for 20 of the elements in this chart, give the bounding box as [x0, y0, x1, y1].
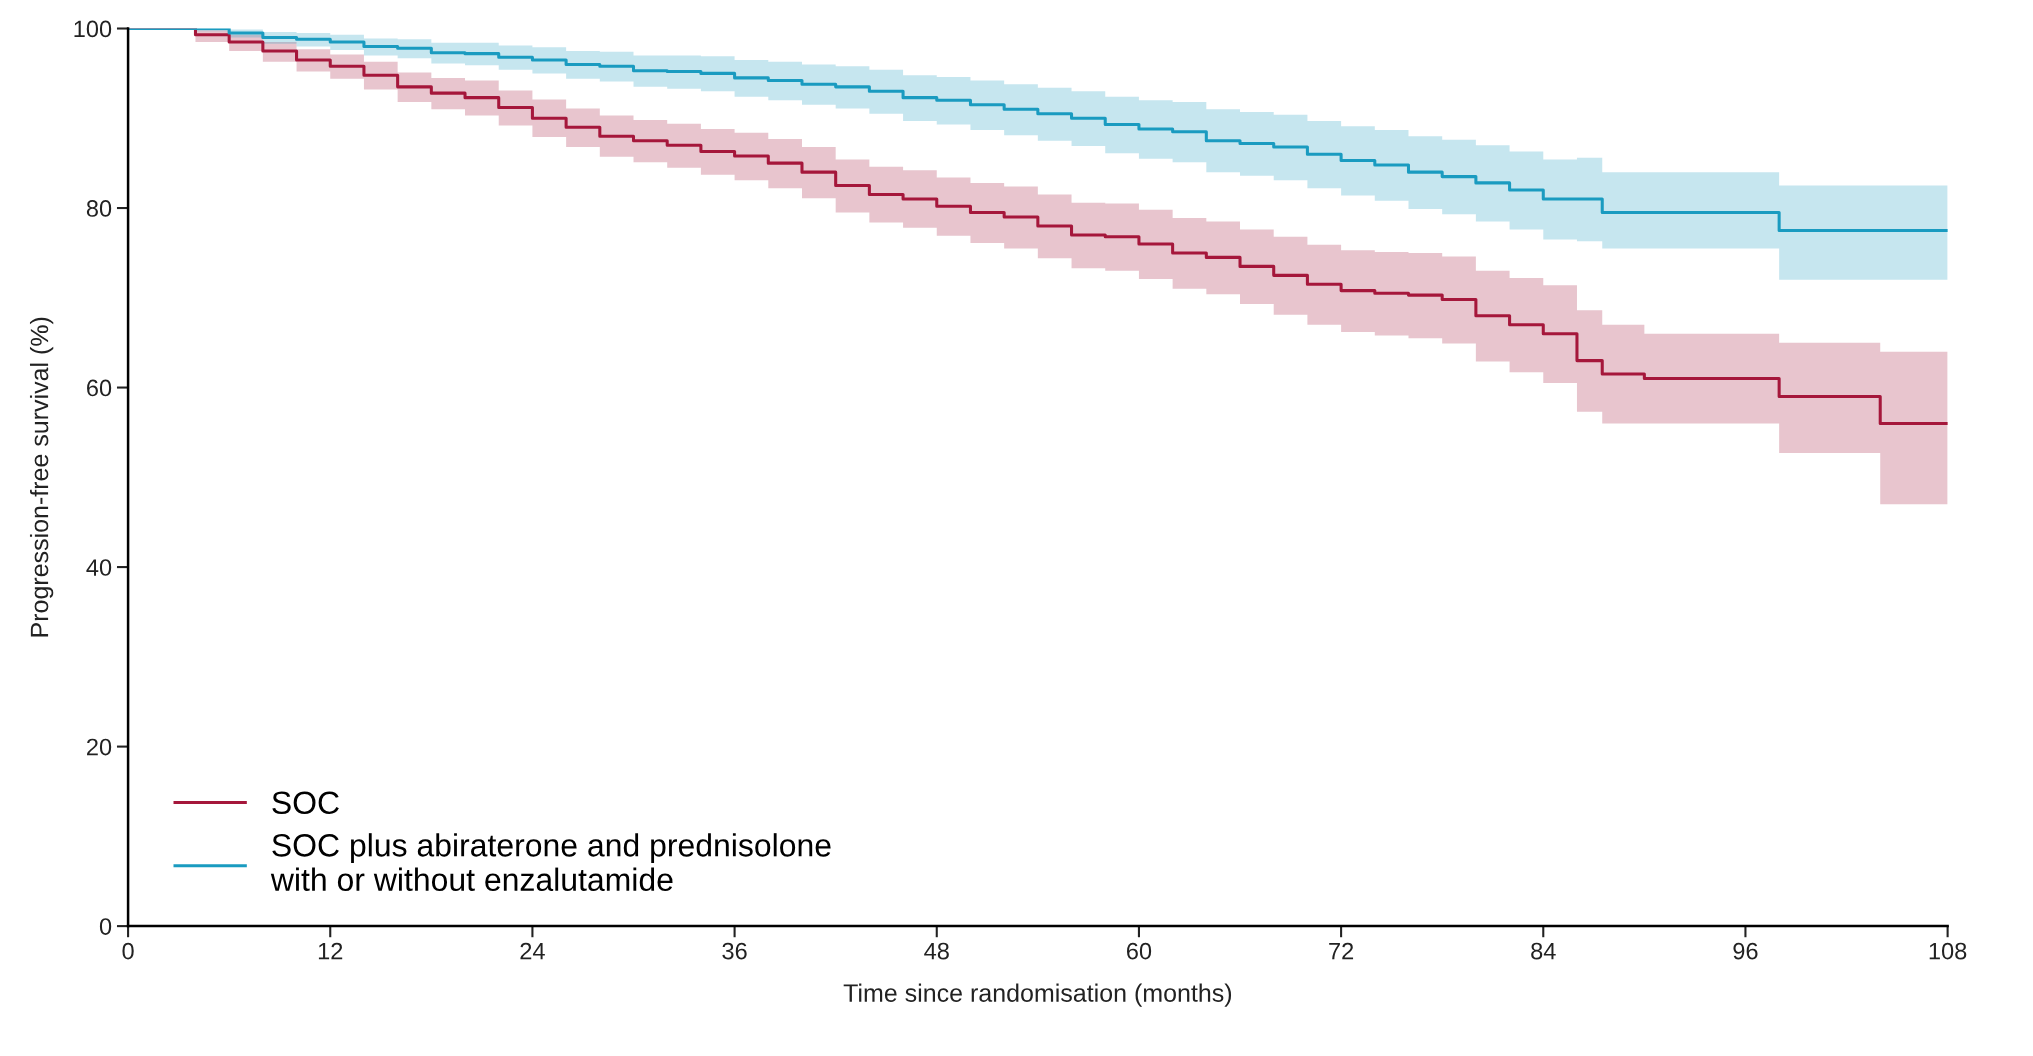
x-tick-label: 48 [924, 942, 949, 960]
x-axis-title: Time since randomisation (months) [843, 983, 1232, 1007]
x-tick-label: 0 [122, 942, 134, 960]
y-tick-label: 60 [87, 379, 112, 397]
y-tick-label: 0 [99, 918, 112, 935]
legend-label: SOC [272, 791, 339, 815]
x-tick-label: 84 [1531, 942, 1556, 960]
y-axis-title: Progression-free survival (%) [29, 317, 54, 637]
x-tick-label: 60 [1127, 942, 1152, 960]
legend-label: SOC plus abiraterone and prednisolone with or without enzalutamide [270, 833, 831, 892]
x-tick-label: 12 [318, 942, 343, 960]
x-tick-label: 72 [1329, 942, 1354, 960]
y-tick-label: 40 [86, 559, 112, 576]
x-tick-label: 96 [1733, 942, 1758, 960]
y-tick-label: 80 [86, 200, 112, 217]
x-tick-label: 24 [520, 942, 545, 960]
y-tick-label: 100 [74, 20, 112, 38]
y-tick-label: 20 [87, 738, 112, 756]
x-tick-label: 108 [1929, 942, 1967, 960]
x-tick-label: 36 [722, 942, 747, 960]
